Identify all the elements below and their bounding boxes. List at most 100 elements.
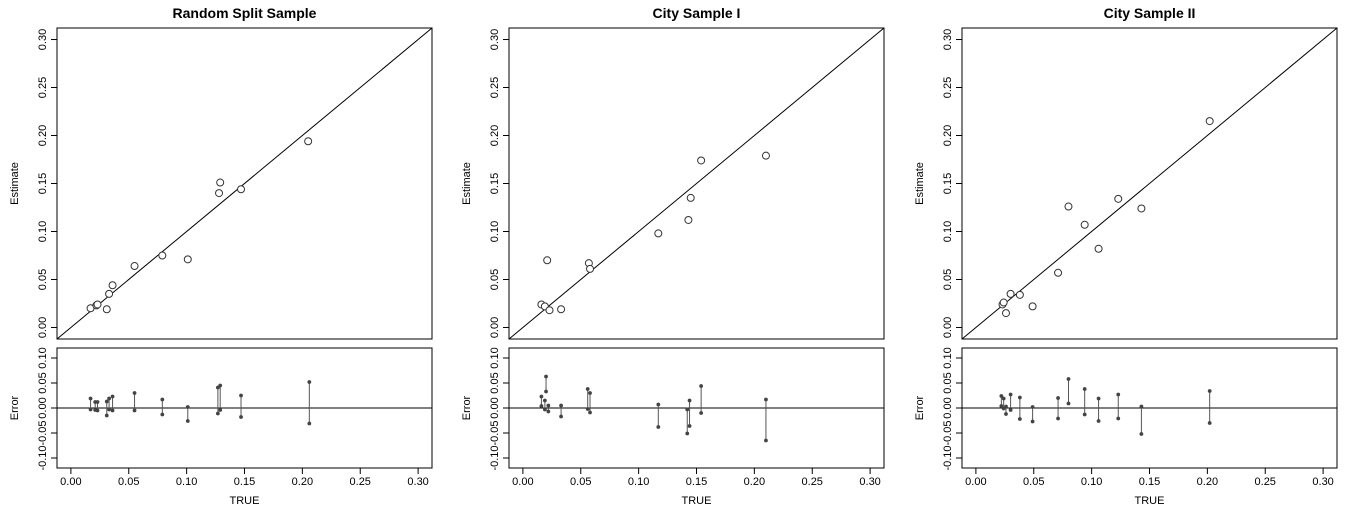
x-tick-label: 0.00 [60, 476, 81, 488]
error-bar-high-point [699, 384, 704, 388]
error-bar-high-point [307, 380, 312, 384]
y-tick-label: 0.30 [37, 29, 49, 50]
x-tick-label: 0.30 [1312, 476, 1333, 488]
scatter-point [1094, 244, 1103, 253]
scatter-point [543, 256, 552, 265]
error-bar-low-point [1066, 401, 1071, 406]
x-tick-label: 0.05 [118, 476, 139, 488]
error-bar-low-point [546, 409, 551, 414]
error-bar-low-point [1008, 408, 1013, 412]
error-bar-high-point [107, 396, 111, 401]
scatter-point [1006, 289, 1015, 298]
error-bar-high-point [544, 374, 548, 379]
error-tick-label: -0.10 [37, 445, 49, 470]
scatter-point [216, 178, 225, 187]
error-bar-high-point [559, 403, 563, 408]
error-bar-high-point [656, 402, 661, 407]
error-bar-low-point [215, 411, 220, 416]
y-tick-label: 0.20 [37, 125, 49, 146]
error-bar-low-point [218, 408, 223, 412]
error-bar-low-point [132, 408, 137, 413]
x-tick-label: 0.20 [744, 476, 765, 488]
y-tick-label: 0.20 [489, 125, 501, 146]
x-tick-label: 0.25 [802, 476, 823, 488]
error-bar-low-point [1096, 419, 1101, 423]
scatter-point [684, 215, 693, 224]
error-tick-label: -0.10 [489, 445, 501, 470]
scatter-point [761, 151, 770, 160]
error-bar-low-point [1139, 432, 1144, 436]
error-bar-low-point [1082, 412, 1087, 417]
y-tick-label: 0.25 [489, 77, 501, 98]
error-tick-label: 0.05 [37, 372, 49, 393]
error-bar-high-point [1008, 392, 1013, 397]
error-bar-high-point [95, 400, 100, 404]
error-bar-high-point [687, 398, 692, 403]
error-bar-low-point [685, 431, 690, 436]
error-tick-label: -0.05 [942, 420, 954, 445]
y-tick-label: 0.30 [489, 29, 501, 50]
error-bar-low-point [764, 438, 768, 443]
error-bar-high-point [585, 387, 590, 391]
chart-svg: Random Split Sample 0.00 0.05 0.10 0.15 0.20 0… [9, 5, 433, 507]
x-tick-label: 0.05 [570, 476, 591, 488]
y-axis-label-estimate: Estimate [914, 162, 926, 205]
scatter-point [102, 305, 111, 314]
error-tick-label: 0.05 [942, 372, 954, 393]
error-tick-label: 0.00 [942, 397, 954, 418]
error-bar-high-point [1207, 389, 1212, 393]
y-tick-label: 0.10 [942, 221, 954, 242]
scatter-point [1054, 268, 1063, 277]
chart-panel-random-split: Random Split Sample 0.00 0.05 0.10 0.15 0.20 0… [0, 0, 449, 507]
error-bar-high-point [1030, 405, 1035, 409]
error-bar-high-point [546, 403, 551, 408]
y-tick-label: 0.15 [37, 173, 49, 194]
error-bar-high-point [1017, 395, 1022, 400]
y-tick-label: 0.05 [489, 269, 501, 290]
chart-title: City Sample II [1104, 5, 1196, 21]
scatter-point [1080, 220, 1089, 229]
chart-title: City Sample I [653, 5, 741, 21]
error-bar-high-point [764, 397, 768, 402]
chart-title: Random Split Sample [173, 5, 317, 21]
error-bar-high-point [218, 383, 223, 388]
identity-line [57, 28, 432, 339]
error-bar-high-point [1004, 404, 1008, 409]
scatter-point [237, 185, 246, 194]
x-axis-label: TRUE [230, 495, 260, 507]
scatter-point [130, 262, 139, 271]
error-bar-low-point [585, 407, 590, 411]
y-tick-label: 0.05 [37, 269, 49, 290]
error-tick-label: 0.05 [489, 372, 501, 393]
error-bar-high-point [185, 405, 190, 409]
error-bar-high-point [1139, 404, 1144, 409]
chart-svg: City Sample I 0.00 0.05 0.10 0.15 0.20 0.25 0.3… [461, 5, 885, 507]
x-tick-label: 0.15 [686, 476, 707, 488]
x-tick-label: 0.10 [1081, 476, 1102, 488]
error-bar-high-point [239, 393, 243, 398]
x-tick-label: 0.20 [1197, 476, 1218, 488]
chart-panel-city-sample-ii: City Sample II 0.00 0.05 0.10 0.15 0.20 0.25 0.… [905, 0, 1348, 507]
error-bar-low-point [544, 389, 548, 394]
x-tick-label: 0.05 [1023, 476, 1044, 488]
error-bar-low-point [110, 408, 115, 413]
y-tick-label: 0.30 [942, 29, 954, 50]
x-tick-label: 0.10 [628, 476, 649, 488]
scatter-point [697, 156, 706, 165]
error-tick-label: -0.05 [37, 420, 49, 445]
y-tick-label: 0.25 [942, 77, 954, 98]
scatter-point [654, 229, 663, 238]
error-bar-low-point [95, 408, 100, 413]
y-axis-label-error: Error [9, 395, 21, 420]
x-tick-label: 0.30 [407, 476, 428, 488]
error-bar-high-point [1096, 396, 1101, 401]
scatter-point [999, 298, 1008, 307]
chart-svg: City Sample II 0.00 0.05 0.10 0.15 0.20 0.25 0.… [914, 5, 1338, 507]
error-bar-low-point [88, 407, 93, 412]
x-tick-label: 0.15 [234, 476, 255, 488]
error-bar-low-point [1030, 419, 1035, 424]
y-tick-label: 0.10 [37, 221, 49, 242]
error-bar-high-point [539, 394, 544, 399]
error-bar-high-point [1066, 377, 1071, 381]
error-tick-label: 0.10 [942, 347, 954, 368]
